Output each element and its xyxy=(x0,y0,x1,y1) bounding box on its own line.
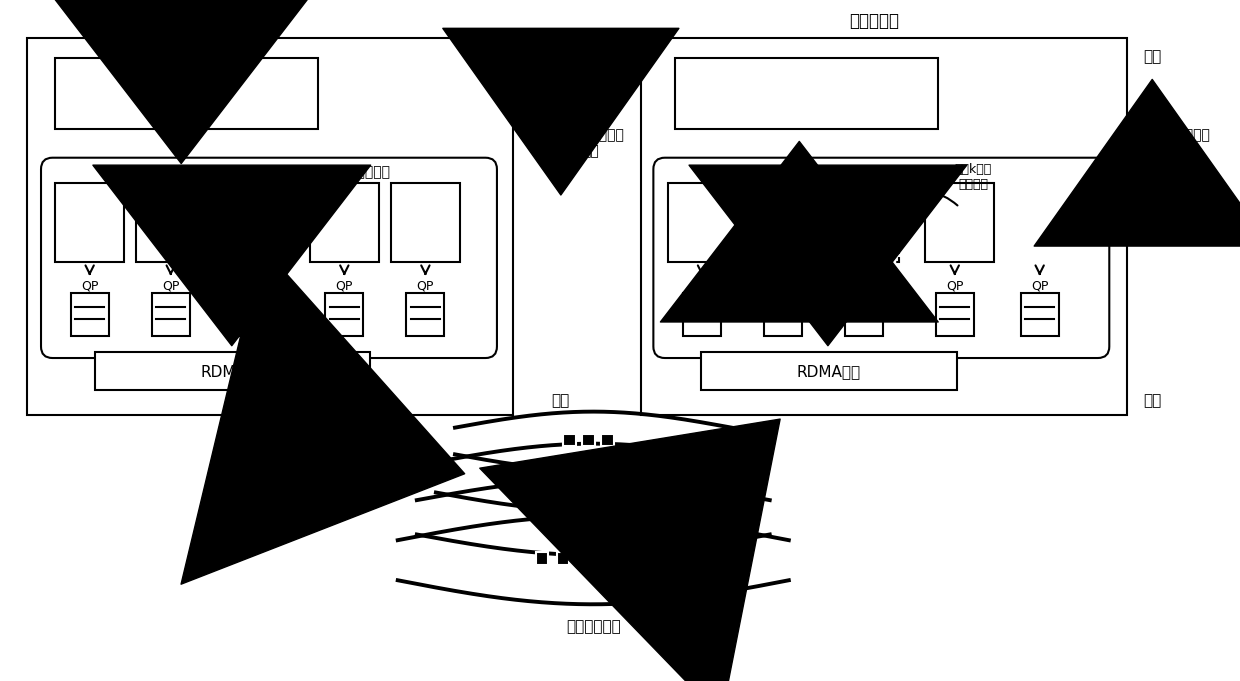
Text: QP: QP xyxy=(336,280,353,293)
Text: 接收: 接收 xyxy=(1143,394,1162,409)
Text: 数据: 数据 xyxy=(1143,49,1162,64)
Text: 接收端模块: 接收端模块 xyxy=(849,12,900,31)
Bar xyxy=(846,293,883,336)
Bar xyxy=(618,509,630,522)
Bar xyxy=(641,552,653,565)
Bar xyxy=(683,293,722,336)
Text: 发送端模块: 发送端模块 xyxy=(226,12,275,31)
Text: k个数据块: k个数据块 xyxy=(743,165,784,179)
Bar xyxy=(830,183,899,262)
Bar xyxy=(936,293,973,336)
Bar xyxy=(136,183,205,262)
Bar xyxy=(601,434,614,446)
Text: QP: QP xyxy=(775,280,792,293)
Bar xyxy=(27,39,513,415)
Bar xyxy=(325,293,363,336)
FancyBboxPatch shape xyxy=(653,158,1110,358)
Text: QP: QP xyxy=(856,280,873,293)
Text: QP: QP xyxy=(417,280,434,293)
Bar xyxy=(599,552,611,565)
Bar xyxy=(310,183,378,262)
Bar xyxy=(925,183,994,262)
Bar xyxy=(578,552,590,565)
Bar xyxy=(536,552,548,565)
FancyArrowPatch shape xyxy=(903,192,957,206)
Bar xyxy=(151,293,190,336)
Bar xyxy=(701,352,957,390)
Bar xyxy=(407,293,444,336)
Bar xyxy=(71,293,109,336)
Bar xyxy=(1021,293,1059,336)
Bar xyxy=(56,183,124,262)
Text: 纠删码卸载
编码: 纠删码卸载 编码 xyxy=(582,128,624,159)
Text: m个校验块: m个校验块 xyxy=(343,165,391,179)
Bar xyxy=(56,58,317,129)
Bar xyxy=(567,509,579,522)
Bar xyxy=(749,183,817,262)
Bar xyxy=(641,39,1127,415)
Text: QP: QP xyxy=(81,280,98,293)
Text: QP: QP xyxy=(162,280,180,293)
Bar xyxy=(391,183,460,262)
Bar xyxy=(676,58,937,129)
Bar xyxy=(233,293,270,336)
Bar xyxy=(764,293,802,336)
Bar xyxy=(563,434,575,446)
Bar xyxy=(563,470,575,482)
FancyBboxPatch shape xyxy=(41,158,497,358)
Bar xyxy=(583,434,595,446)
Bar xyxy=(547,509,559,522)
Text: QP: QP xyxy=(1030,280,1048,293)
Text: QP: QP xyxy=(946,280,963,293)
Text: QP: QP xyxy=(693,280,711,293)
Bar xyxy=(217,183,286,262)
Text: QP: QP xyxy=(243,280,260,293)
Bar xyxy=(601,470,614,482)
Text: 纠删码卸载
解码: 纠删码卸载 解码 xyxy=(1168,128,1210,159)
Text: RDMA网卡: RDMA网卡 xyxy=(797,364,861,379)
Bar xyxy=(583,470,595,482)
Bar xyxy=(667,183,737,262)
Text: 发送: 发送 xyxy=(552,394,570,409)
Bar xyxy=(95,352,370,390)
Text: 路径（多条）: 路径（多条） xyxy=(565,620,621,635)
Text: RDMA网卡: RDMA网卡 xyxy=(201,364,265,379)
Bar xyxy=(620,552,632,565)
Bar xyxy=(587,509,599,522)
Text: 数据: 数据 xyxy=(552,49,570,64)
Text: k个数据块: k个数据块 xyxy=(146,165,187,179)
FancyArrowPatch shape xyxy=(784,180,859,199)
Bar xyxy=(557,552,569,565)
Text: 共计k个块
用于解码: 共计k个块 用于解码 xyxy=(955,163,992,191)
